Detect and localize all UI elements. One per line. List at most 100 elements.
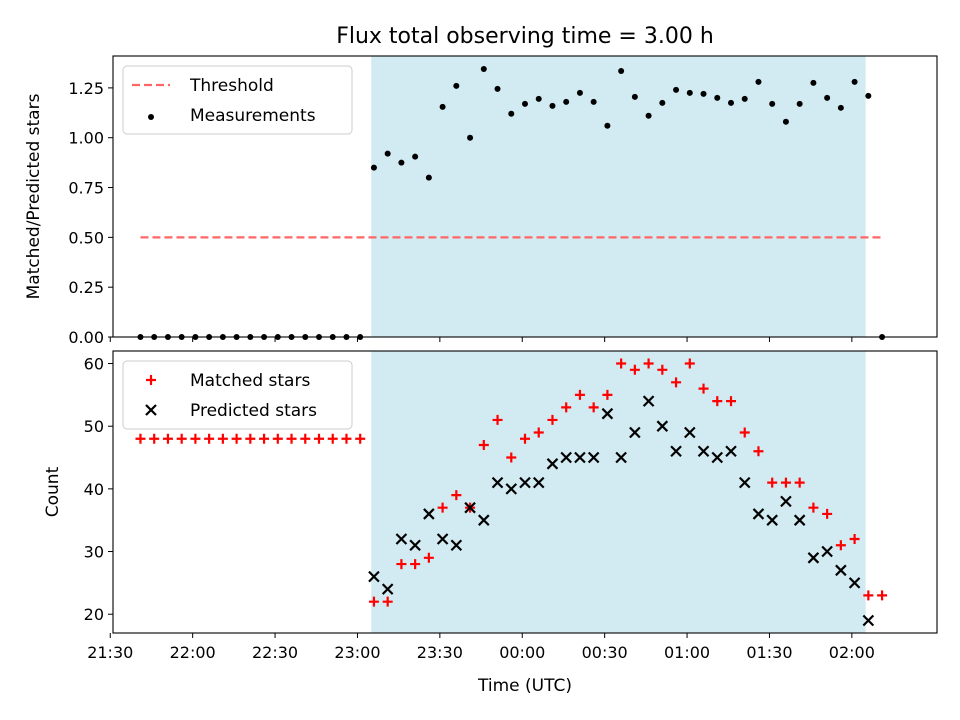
predicted-star-point: [670, 445, 682, 458]
measurement-point: [741, 95, 748, 102]
predicted-star-point: [684, 426, 696, 439]
x-tick-label: 02:00: [829, 643, 875, 662]
predicted-star-point: [519, 476, 531, 489]
measurement-point: [769, 100, 776, 107]
matched-star-point: [671, 377, 682, 388]
matched-star-point: [712, 396, 723, 407]
matched-star-point: [204, 433, 215, 444]
matched-star-point: [602, 389, 613, 400]
matched-star-point: [808, 502, 819, 513]
measurement-point: [576, 89, 583, 96]
measurement-point: [398, 159, 405, 166]
matched-star-point: [272, 433, 283, 444]
y-tick-label: 1.00: [68, 129, 104, 148]
measurement-point: [494, 85, 501, 92]
measurement-point: [480, 65, 487, 72]
measurement-point: [453, 82, 460, 89]
y-axis-label: Matched/Predicted stars: [24, 93, 44, 299]
matched-star-point: [327, 433, 338, 444]
matched-star-point: [135, 433, 146, 444]
predicted-star-point: [656, 420, 669, 432]
predicted-star-point: [835, 564, 847, 577]
predicted-star-point: [862, 614, 875, 627]
plot-frame: [112, 350, 938, 634]
measurement-point: [467, 134, 474, 141]
matched-star-point: [877, 590, 888, 601]
predicted-star-point: [574, 451, 586, 464]
matched-star-point: [176, 433, 187, 444]
observing-window-shade: [371, 56, 866, 337]
measurement-point: [810, 79, 817, 86]
predicted-star-point: [464, 501, 476, 514]
matched-star-point: [698, 383, 709, 394]
measurement-point: [673, 86, 680, 93]
predicted-star-point: [752, 508, 765, 520]
predicted-star-point: [381, 583, 394, 595]
measurement-point: [590, 98, 597, 105]
matched-star-point: [506, 452, 517, 463]
x-tick-label: 23:00: [334, 643, 380, 662]
legend-box: [122, 360, 353, 430]
matched-star-point: [726, 396, 736, 407]
matched-star-point: [314, 433, 324, 444]
matched-star-point: [341, 433, 352, 444]
x-tick-label: 21:30: [87, 643, 133, 662]
measurement-point: [645, 112, 652, 119]
top-panel: 0.00 0.25 0.50 0.75 1.00 1.25 Matched/Predicte…: [24, 55, 938, 347]
predicted-star-point: [780, 495, 792, 508]
predicted-star-point: [368, 570, 380, 583]
measurement-point: [686, 89, 693, 96]
measurement-point: [384, 150, 391, 157]
predicted-star-point: [601, 407, 614, 420]
matched-star-point: [162, 433, 173, 444]
legend-matched-swatch: [146, 375, 156, 385]
measurement-point: [439, 103, 446, 110]
y-tick-label: 0.00: [68, 328, 104, 347]
x-tick-label: 23:30: [417, 643, 463, 662]
measurement-point: [618, 67, 625, 74]
predicted-star-point: [615, 451, 627, 464]
legend-label: Matched stars: [190, 371, 310, 391]
matched-star-point: [396, 559, 407, 570]
predicted-star-point: [738, 476, 751, 489]
legend: Threshold Measurements: [122, 65, 353, 135]
matched-star-point: [355, 433, 366, 444]
measurement-point: [549, 102, 556, 109]
matched-star-point: [478, 440, 489, 450]
y-tick-label: 30: [84, 543, 104, 562]
measurement-point: [837, 104, 844, 111]
matched-star-point: [753, 446, 764, 457]
matched-star-point: [849, 534, 860, 544]
matched-star-point: [863, 590, 874, 601]
predicted-star-point: [629, 426, 641, 439]
measurement-point: [851, 78, 858, 85]
matched-star-point: [574, 389, 585, 400]
matched-star-point: [739, 427, 750, 438]
matched-star-point: [657, 364, 668, 375]
predicted-star-point: [821, 545, 833, 558]
predicted-star-point: [478, 514, 490, 526]
matched-star-point: [437, 502, 448, 513]
measurement-point: [700, 90, 707, 97]
matched-star-point: [684, 358, 695, 369]
matched-star-point: [780, 477, 791, 488]
measurement-point: [631, 93, 638, 100]
measurement-point: [535, 95, 542, 102]
matched-star-point: [492, 414, 503, 425]
x-tick-label: 22:00: [170, 643, 216, 662]
matched-star-point: [643, 358, 654, 369]
matched-star-point: [533, 427, 544, 438]
legend-label: Predicted stars: [190, 401, 317, 421]
y-tick-label: 60: [84, 355, 104, 374]
predicted-star-point: [560, 451, 572, 464]
matched-star-point: [767, 477, 778, 488]
predicted-star-point: [587, 451, 600, 464]
y-tick-label: 1.25: [68, 79, 104, 98]
predicted-star-point: [642, 395, 655, 407]
matched-star-point: [149, 433, 160, 444]
matched-star-point: [794, 477, 805, 488]
predicted-star-point: [450, 539, 463, 552]
y-tick-label: 0.50: [68, 228, 104, 247]
measurement-point: [782, 118, 789, 125]
